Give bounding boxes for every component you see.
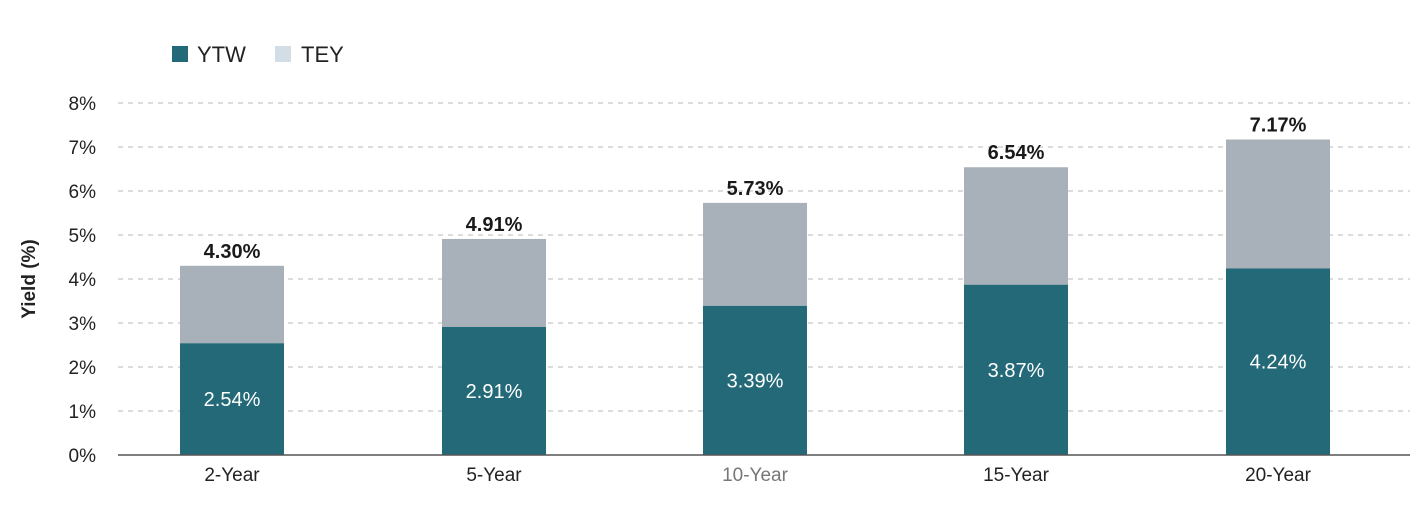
tey-value-label: 4.91% [466,214,523,236]
y-tick-label: 0% [69,446,97,467]
ytw-value-label: 3.87% [988,360,1045,382]
bar-ytw-20-year [1226,268,1330,455]
y-tick-label: 8% [69,94,97,115]
bar-tey-5-year [442,238,546,327]
x-category-label: 2-Year [204,465,260,486]
y-tick-label: 3% [69,314,97,335]
ytw-value-label: 2.91% [466,381,523,403]
tey-value-label: 5.73% [727,178,784,200]
ytw-value-label: 3.39% [727,370,784,392]
tey-value-label: 7.17% [1250,115,1307,137]
bar-ytw-15-year [964,284,1068,455]
tey-value-label: 6.54% [988,142,1045,164]
legend: YTW TEY [172,42,344,67]
y-tick-label: 5% [69,226,97,247]
x-category-label: 10-Year [722,465,789,486]
y-axis-title: Yield (%) [19,239,40,319]
data-labels: 4.30% 2.54% 4.91% 2.91% 5.73% 3.39% 6.54% 3.87%… [204,115,1307,412]
ytw-value-label: 2.54% [204,389,261,411]
bar-ytw-5-year [442,326,546,455]
bars [180,139,1330,455]
y-tick-label: 7% [69,138,97,159]
bar-ytw-10-year [703,305,807,455]
legend-label-tey: TEY [301,42,344,67]
y-tick-label: 2% [69,358,97,379]
bar-ytw-2-year [180,343,284,455]
bar-tey-10-year [703,202,807,306]
y-tick-label: 4% [69,270,97,291]
legend-swatch-tey [275,46,291,62]
x-category-label: 5-Year [466,465,522,486]
bar-tey-15-year [964,167,1068,285]
bar-tey-20-year [1226,139,1330,269]
y-tick-label: 1% [69,402,97,423]
y-tick-label: 6% [69,182,97,203]
axes: 0% 1% 2% 3% 4% 5% 6% 7% 8% 2-Year 5-Year 10-Year 15-… [69,94,1410,486]
legend-swatch-ytw [172,46,188,62]
x-category-label: 15-Year [983,465,1050,486]
tey-value-label: 4.30% [204,241,261,263]
x-category-label: 20-Year [1245,465,1312,486]
ytw-value-label: 4.24% [1250,352,1307,374]
bar-tey-2-year [180,265,284,344]
legend-label-ytw: YTW [197,42,246,67]
